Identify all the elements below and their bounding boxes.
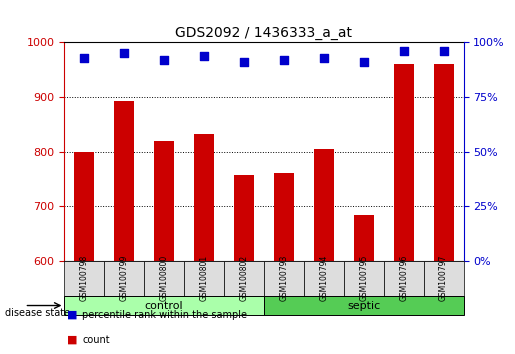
Point [400,48,408,54]
FancyBboxPatch shape [224,261,264,296]
Bar [194,133,214,354]
Text: GSM100795: GSM100795 [359,255,368,302]
Point [120,51,128,56]
FancyBboxPatch shape [344,261,384,296]
Text: control: control [145,301,183,310]
Text: percentile rank within the sample: percentile rank within the sample [82,310,247,320]
Bar [434,64,454,354]
Text: septic: septic [347,301,381,310]
Bar [354,215,374,354]
Point [280,57,288,63]
Text: GSM100801: GSM100801 [200,255,209,301]
Point [359,59,368,65]
Point [200,53,208,58]
FancyBboxPatch shape [144,261,184,296]
FancyBboxPatch shape [104,261,144,296]
Point [160,57,168,63]
FancyBboxPatch shape [384,261,423,296]
FancyBboxPatch shape [304,261,344,296]
Bar [314,149,334,354]
Bar [114,101,134,354]
Point [80,55,89,61]
Point [240,59,248,65]
Bar [154,141,174,354]
FancyBboxPatch shape [264,296,464,315]
Text: GSM100797: GSM100797 [439,255,448,302]
Text: GSM100800: GSM100800 [160,255,168,301]
Text: GSM100794: GSM100794 [319,255,328,302]
FancyBboxPatch shape [423,261,464,296]
FancyBboxPatch shape [184,261,224,296]
Text: disease state: disease state [5,308,70,318]
Point [439,48,448,54]
FancyBboxPatch shape [64,261,104,296]
Text: ■: ■ [67,335,77,345]
Bar [74,152,94,354]
Bar [274,173,294,354]
Text: ■: ■ [67,310,77,320]
Text: GSM100799: GSM100799 [120,255,129,302]
Bar [234,175,254,354]
Point [320,55,328,61]
Text: GSM100793: GSM100793 [280,255,288,302]
Text: GSM100796: GSM100796 [399,255,408,302]
FancyBboxPatch shape [64,296,264,315]
Text: count: count [82,335,110,345]
Title: GDS2092 / 1436333_a_at: GDS2092 / 1436333_a_at [176,26,352,40]
Bar [393,64,414,354]
Text: GSM100802: GSM100802 [239,255,248,301]
Text: GSM100798: GSM100798 [80,255,89,301]
FancyBboxPatch shape [264,261,304,296]
